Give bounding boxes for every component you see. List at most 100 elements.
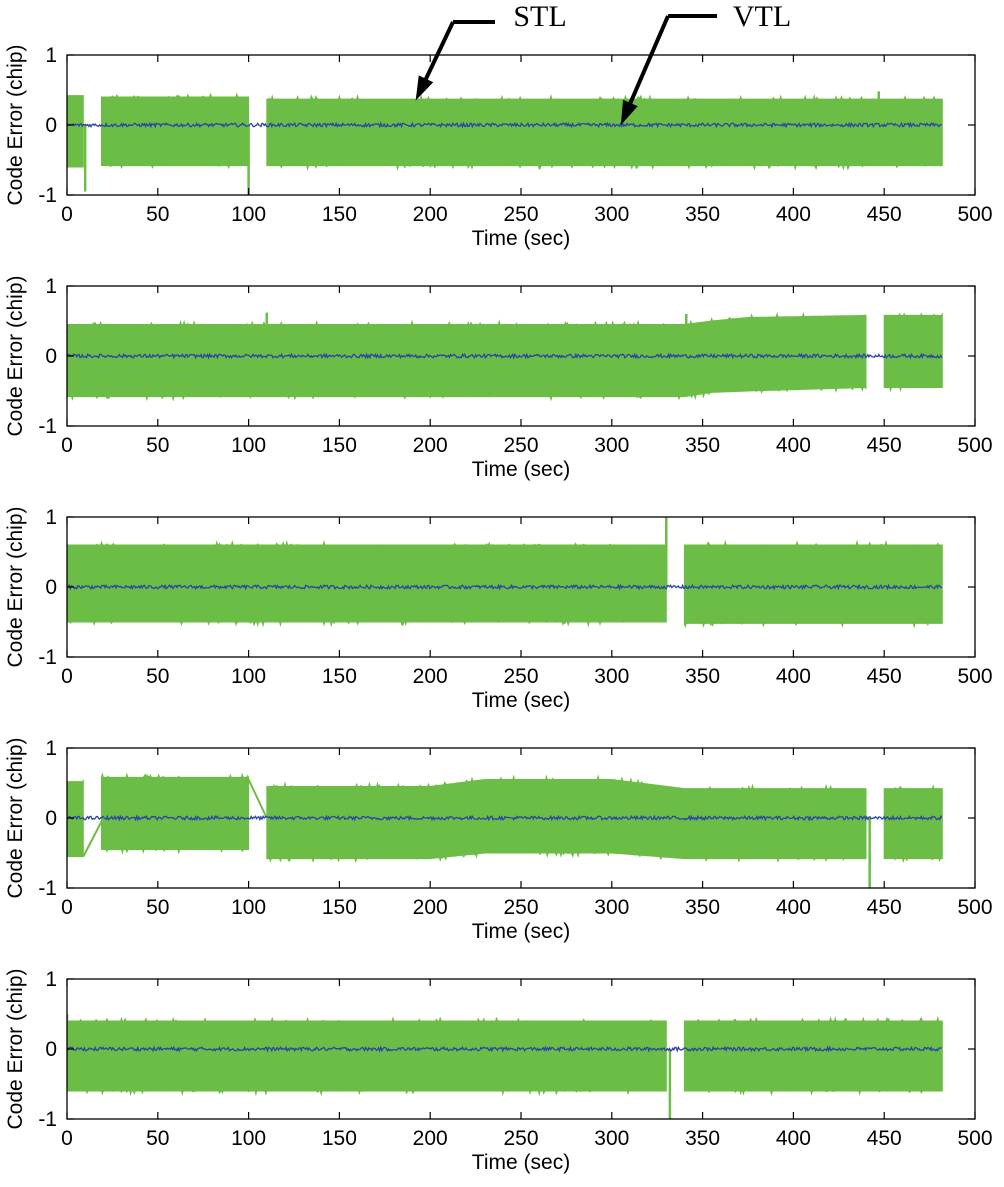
x-tick-label: 100 [231, 665, 266, 688]
x-tick-label: 350 [685, 665, 720, 688]
y-axis-label: Code Error (chip) [4, 275, 27, 436]
stl-envelope-segment-2 [683, 539, 943, 629]
x-tick-label: 250 [503, 1127, 538, 1150]
y-axis-label: Code Error (chip) [4, 968, 27, 1129]
x-tick-label: 500 [957, 434, 992, 457]
y-tick-label: 1 [45, 506, 57, 529]
annotation-arrow-shaft [624, 15, 670, 113]
stl-envelope-segment-1 [67, 779, 84, 857]
y-tick-label: -1 [38, 877, 57, 900]
annotation-arrow-shaft [419, 21, 455, 89]
y-tick-label: 1 [45, 275, 57, 298]
x-tick-label: 500 [957, 1127, 992, 1150]
x-tick-label: 400 [776, 665, 811, 688]
x-axis-label: Time (sec) [472, 1151, 570, 1174]
x-tick-label: 250 [503, 665, 538, 688]
x-tick-label: 300 [594, 896, 629, 919]
annotation-label: STL [513, 0, 566, 33]
x-axis-label: Time (sec) [472, 227, 570, 250]
annotation-label: VTL [733, 0, 791, 33]
y-tick-label: 1 [45, 968, 57, 991]
x-tick-label: 50 [146, 434, 169, 457]
annotation-arrow-head [620, 99, 638, 125]
x-tick-label: 150 [322, 434, 357, 457]
stl-ramp-2 [247, 779, 268, 819]
x-tick-label: 450 [867, 434, 902, 457]
x-tick-label: 400 [776, 434, 811, 457]
vtl-series-line [67, 121, 943, 129]
y-tick-label: -1 [38, 1108, 57, 1131]
annotation-vtl: VTL [620, 0, 791, 125]
plot-area [67, 517, 943, 629]
x-tick-label: 350 [685, 896, 720, 919]
x-tick-label: 500 [957, 203, 992, 226]
y-tick-label: 0 [45, 807, 57, 830]
stl-envelope-segment-3 [266, 774, 867, 864]
x-tick-label: 450 [867, 665, 902, 688]
stl-envelope-segment-4 [883, 784, 943, 864]
x-tick-label: 300 [594, 665, 629, 688]
x-tick-label: 0 [61, 203, 73, 226]
stl-envelope-segment-1 [67, 539, 667, 628]
annotation-stl: STL [415, 0, 567, 101]
y-tick-label: 0 [45, 114, 57, 137]
x-tick-label: 300 [594, 434, 629, 457]
x-axis-label: Time (sec) [472, 458, 570, 481]
x-tick-label: 200 [413, 203, 448, 226]
x-tick-label: 450 [867, 896, 902, 919]
y-tick-label: 0 [45, 345, 57, 368]
x-tick-label: 200 [413, 434, 448, 457]
x-tick-label: 350 [685, 1127, 720, 1150]
x-tick-label: 350 [685, 203, 720, 226]
x-tick-label: 200 [413, 665, 448, 688]
x-tick-label: 500 [957, 665, 992, 688]
x-tick-label: 150 [322, 896, 357, 919]
x-tick-label: 300 [594, 203, 629, 226]
stl-ramp-1 [82, 817, 105, 857]
y-tick-label: 1 [45, 44, 57, 67]
x-tick-label: 100 [231, 203, 266, 226]
x-tick-label: 0 [61, 434, 73, 457]
x-tick-label: 200 [413, 896, 448, 919]
stl-envelope-segment-2 [683, 1015, 943, 1096]
vtl-series-line [67, 1045, 943, 1053]
x-tick-label: 150 [322, 1127, 357, 1150]
stl-envelope-segment-2 [101, 92, 250, 170]
x-tick-label: 150 [322, 665, 357, 688]
x-tick-label: 250 [503, 434, 538, 457]
x-tick-label: 300 [594, 1127, 629, 1150]
x-tick-label: 50 [146, 203, 169, 226]
y-tick-label: -1 [38, 415, 57, 438]
plot-area [67, 311, 943, 402]
x-tick-label: 50 [146, 1127, 169, 1150]
x-tick-label: 100 [231, 1127, 266, 1150]
vtl-series-line [67, 352, 943, 360]
y-tick-label: -1 [38, 184, 57, 207]
x-tick-label: 400 [776, 1127, 811, 1150]
x-tick-label: 500 [957, 896, 992, 919]
x-tick-label: 250 [503, 896, 538, 919]
x-tick-label: 100 [231, 896, 266, 919]
x-tick-label: 0 [61, 896, 73, 919]
x-axis-label: Time (sec) [472, 920, 570, 943]
x-tick-label: 450 [867, 203, 902, 226]
stl-envelope-segment-3 [266, 93, 943, 171]
x-tick-label: 400 [776, 896, 811, 919]
y-tick-label: 0 [45, 576, 57, 599]
y-tick-label: -1 [38, 646, 57, 669]
x-tick-label: 400 [776, 203, 811, 226]
x-tick-label: 50 [146, 665, 169, 688]
vtl-series-line [67, 814, 943, 822]
stl-envelope-segment-1 [67, 95, 84, 168]
x-axis-label: Time (sec) [472, 689, 570, 712]
x-tick-label: 350 [685, 434, 720, 457]
plot-area [67, 1014, 943, 1119]
stl-envelope-segment-2 [101, 772, 250, 855]
x-tick-label: 200 [413, 1127, 448, 1150]
x-tick-label: 450 [867, 1127, 902, 1150]
